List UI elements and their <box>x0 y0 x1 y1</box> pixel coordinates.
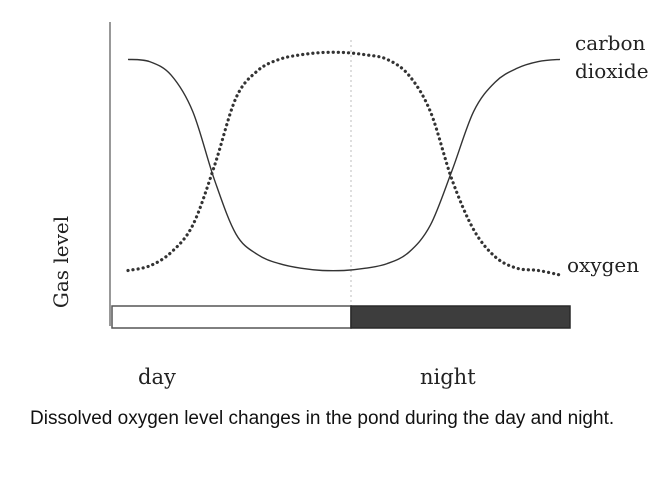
chart-svg: Gas level carbon dioxide oxygen day nigh… <box>49 22 652 389</box>
figure-caption: Dissolved oxygen level changes in the po… <box>30 408 615 429</box>
period-label-night: night <box>420 365 476 389</box>
series-label-line-2: dioxide <box>575 59 649 83</box>
series-label-carbon-dioxide: carbon dioxide <box>575 31 652 83</box>
period-bar-day <box>111 305 352 329</box>
series-label-oxygen: oxygen <box>567 253 639 277</box>
series-line-oxygen <box>126 50 562 277</box>
series-label-line-1: carbon <box>575 31 646 55</box>
series-line-carbon-dioxide <box>127 58 561 272</box>
period-bar-night <box>350 305 571 329</box>
period-label-day: day <box>138 365 176 389</box>
y-axis-label: Gas level <box>49 216 73 308</box>
